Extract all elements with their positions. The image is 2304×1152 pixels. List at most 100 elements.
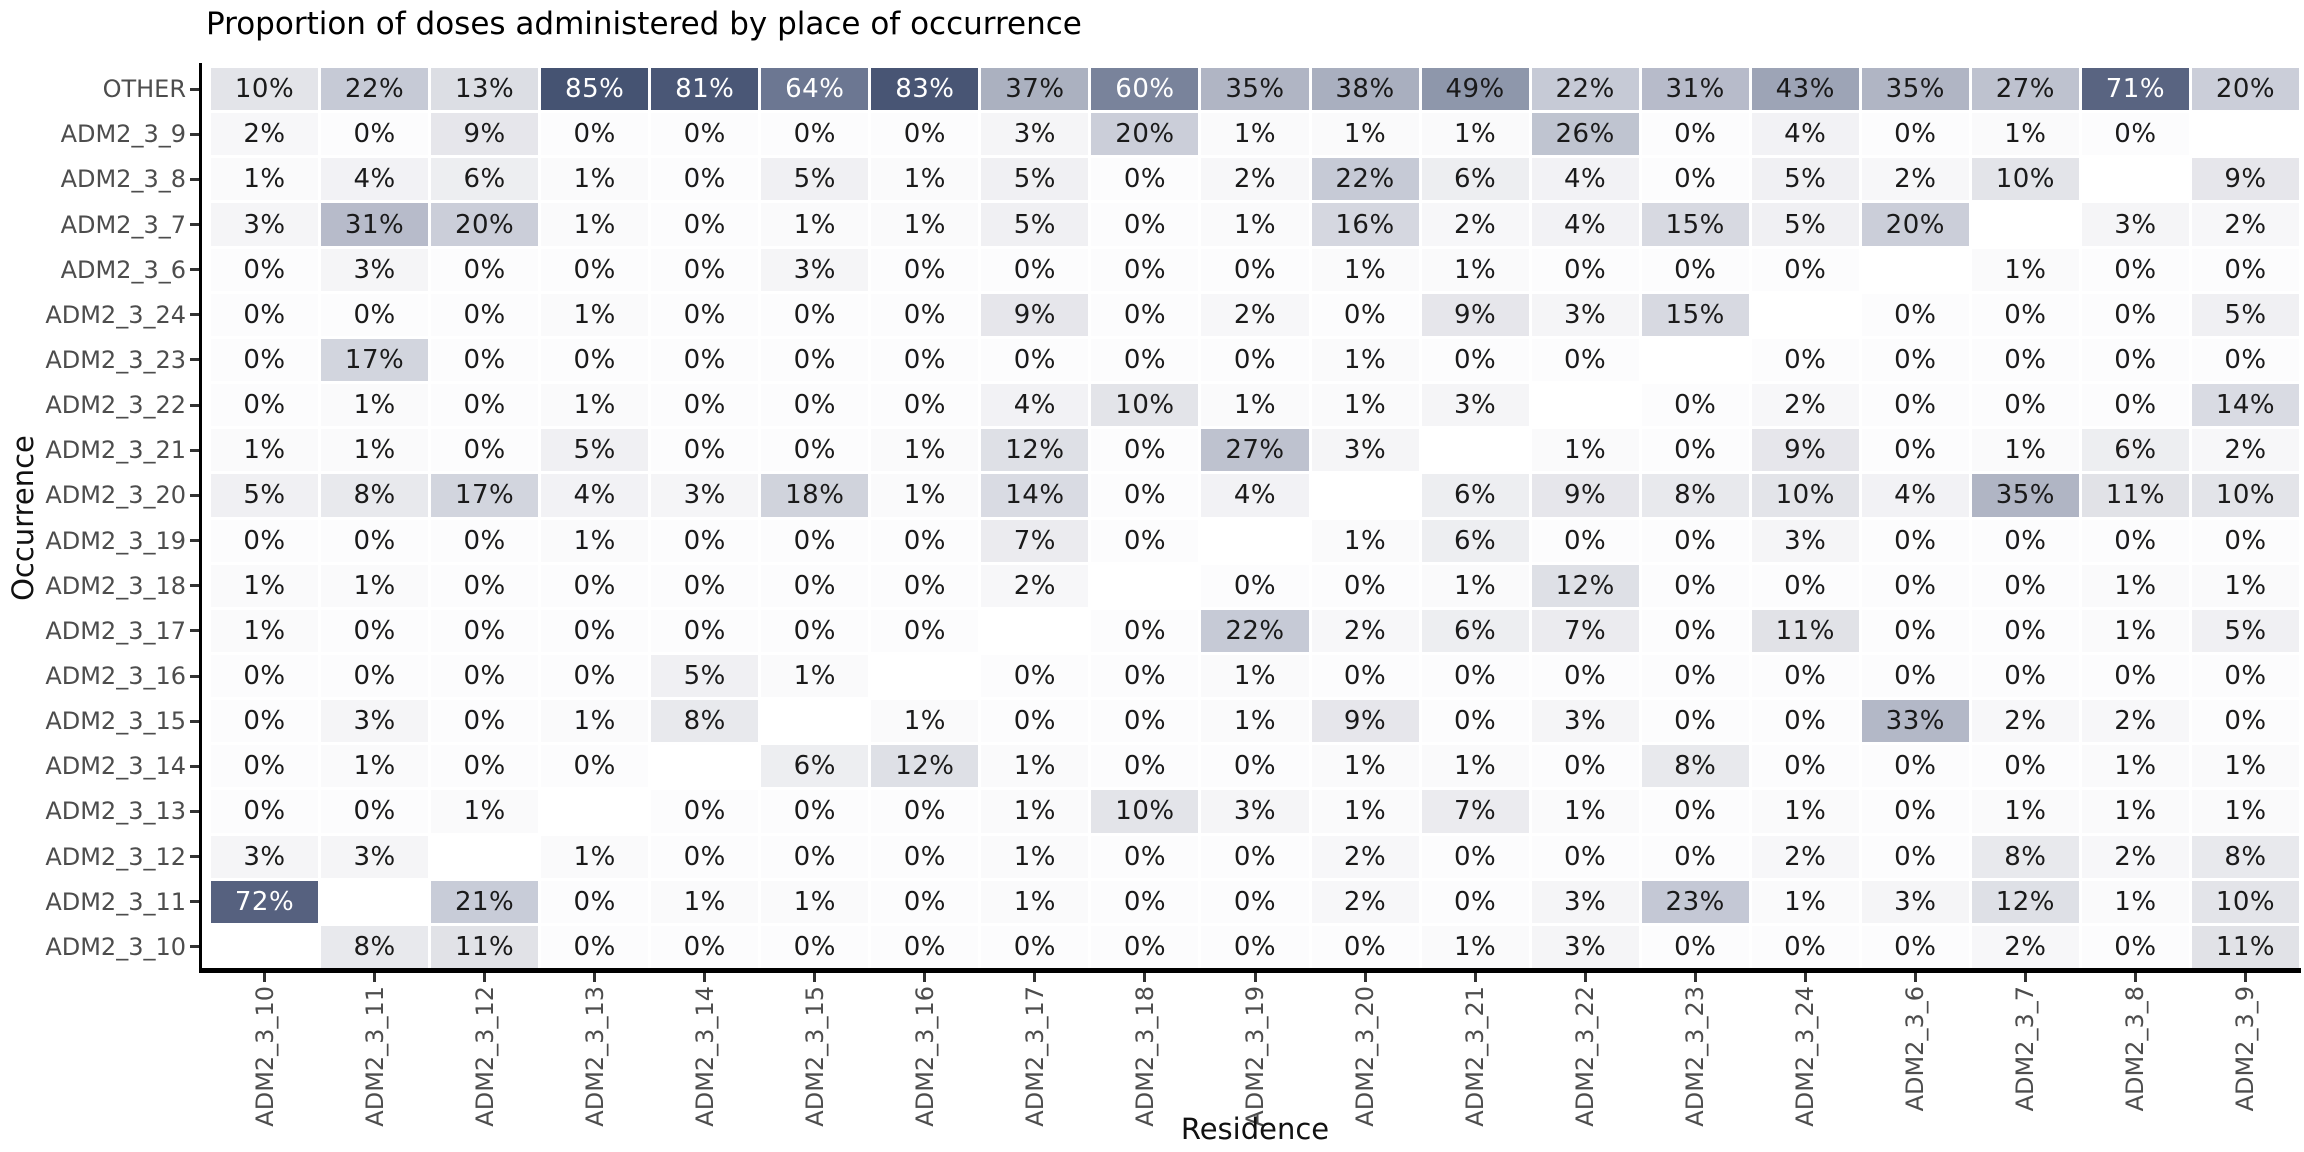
y-tick-label: ADM2_3_6 bbox=[60, 255, 186, 284]
heatmap-cell bbox=[1091, 564, 1199, 607]
heatmap-cell: 1% bbox=[541, 203, 649, 246]
heatmap-cell: 1% bbox=[1751, 880, 1859, 923]
heatmap-cell: 0% bbox=[1861, 384, 1969, 427]
heatmap-cell: 1% bbox=[981, 790, 1089, 833]
heatmap-cell: 20% bbox=[2191, 68, 2299, 111]
heatmap-cell: 1% bbox=[321, 429, 429, 472]
heatmap-cell: 0% bbox=[2191, 338, 2299, 382]
heatmap-cell: 0% bbox=[1641, 564, 1749, 607]
heatmap-cell: 8% bbox=[1971, 835, 2079, 878]
heatmap-cell: 0% bbox=[871, 293, 979, 336]
y-tick-label: ADM2_3_13 bbox=[45, 797, 186, 826]
heatmap-cell: 6% bbox=[761, 745, 869, 788]
heatmap-cell: 0% bbox=[1641, 113, 1749, 156]
x-tick-mark bbox=[1473, 973, 1477, 982]
heatmap-cell: 0% bbox=[761, 564, 869, 607]
y-tick-mark bbox=[190, 313, 199, 317]
heatmap-cell: 0% bbox=[211, 745, 319, 788]
heatmap-cell: 0% bbox=[2081, 248, 2189, 291]
x-tick-mark bbox=[1913, 973, 1917, 982]
heatmap-cell: 0% bbox=[541, 654, 649, 698]
heatmap-cell: 0% bbox=[321, 519, 429, 562]
y-tick-mark bbox=[190, 539, 199, 543]
x-tick-label: ADM2_3_15 bbox=[800, 986, 829, 1127]
heatmap-cell: 0% bbox=[2191, 654, 2299, 698]
heatmap-cell: 6% bbox=[2081, 429, 2189, 472]
heatmap-cell: 0% bbox=[1641, 158, 1749, 201]
heatmap-cell: 10% bbox=[1091, 790, 1199, 833]
heatmap-cell: 0% bbox=[1201, 880, 1309, 923]
y-tick-label: ADM2_3_19 bbox=[45, 526, 186, 555]
x-axis-spine bbox=[199, 968, 2301, 973]
heatmap-cell: 1% bbox=[1751, 790, 1859, 833]
heatmap-cell: 0% bbox=[541, 609, 649, 652]
heatmap-cell: 0% bbox=[211, 338, 319, 382]
heatmap-cell: 0% bbox=[211, 293, 319, 336]
heatmap-cell: 0% bbox=[981, 654, 1089, 698]
x-tick-mark bbox=[813, 973, 817, 982]
x-tick-mark bbox=[1363, 973, 1367, 982]
heatmap-cell: 0% bbox=[2191, 519, 2299, 562]
heatmap-cell: 0% bbox=[651, 835, 759, 878]
heatmap-cell: 60% bbox=[1091, 68, 1199, 111]
heatmap-cell: 0% bbox=[761, 835, 869, 878]
heatmap-cell: 0% bbox=[1531, 338, 1639, 382]
heatmap-cell: 0% bbox=[651, 158, 759, 201]
heatmap-cell: 0% bbox=[2081, 925, 2189, 968]
heatmap-cell: 0% bbox=[2081, 654, 2189, 698]
x-tick-label: ADM2_3_6 bbox=[1901, 986, 1930, 1112]
heatmap-cell: 0% bbox=[1641, 835, 1749, 878]
heatmap-cell: 5% bbox=[211, 474, 319, 517]
heatmap-cell: 26% bbox=[1531, 113, 1639, 156]
heatmap-cell: 0% bbox=[541, 338, 649, 382]
heatmap-cell: 1% bbox=[871, 158, 979, 201]
heatmap-cell: 0% bbox=[651, 609, 759, 652]
x-tick-mark bbox=[2133, 973, 2137, 982]
heatmap-cell: 0% bbox=[211, 654, 319, 698]
heatmap-cell: 0% bbox=[431, 519, 539, 562]
heatmap-cell: 6% bbox=[1421, 474, 1529, 517]
heatmap-cell: 2% bbox=[211, 113, 319, 156]
heatmap-cell: 49% bbox=[1421, 68, 1529, 111]
heatmap-cell: 3% bbox=[321, 835, 429, 878]
heatmap-cell: 0% bbox=[541, 248, 649, 291]
heatmap-cell: 0% bbox=[431, 384, 539, 427]
heatmap-cell: 0% bbox=[431, 248, 539, 291]
heatmap-cell: 0% bbox=[1531, 745, 1639, 788]
heatmap-cell bbox=[761, 700, 869, 743]
y-tick-mark bbox=[190, 855, 199, 859]
heatmap-cell: 1% bbox=[1421, 925, 1529, 968]
heatmap-cell: 2% bbox=[1311, 835, 1419, 878]
heatmap-cell: 3% bbox=[1421, 384, 1529, 427]
heatmap-cell: 3% bbox=[981, 113, 1089, 156]
heatmap-cell: 5% bbox=[981, 158, 1089, 201]
x-tick-label: ADM2_3_18 bbox=[1130, 986, 1159, 1127]
heatmap-cell: 12% bbox=[981, 429, 1089, 472]
heatmap-cell: 38% bbox=[1311, 68, 1419, 111]
heatmap-cell: 2% bbox=[981, 564, 1089, 607]
heatmap-cell: 0% bbox=[1751, 564, 1859, 607]
heatmap-cell: 12% bbox=[1971, 880, 2079, 923]
heatmap-cell: 8% bbox=[321, 474, 429, 517]
heatmap-cell: 0% bbox=[1091, 293, 1199, 336]
heatmap-cell: 11% bbox=[431, 925, 539, 968]
heatmap-cell: 2% bbox=[2081, 835, 2189, 878]
heatmap-cell: 35% bbox=[1971, 474, 2079, 517]
heatmap-cell: 1% bbox=[321, 564, 429, 607]
heatmap-cell: 5% bbox=[2191, 293, 2299, 336]
heatmap-cell: 7% bbox=[981, 519, 1089, 562]
heatmap-cell: 8% bbox=[1641, 745, 1749, 788]
heatmap-cell: 0% bbox=[1861, 293, 1969, 336]
heatmap-cell: 43% bbox=[1751, 68, 1859, 111]
heatmap-cell: 0% bbox=[1311, 654, 1419, 698]
heatmap-cell: 0% bbox=[871, 248, 979, 291]
heatmap-cell: 4% bbox=[541, 474, 649, 517]
heatmap-cell: 0% bbox=[1861, 429, 1969, 472]
y-tick-mark bbox=[190, 629, 199, 633]
heatmap-cell: 3% bbox=[321, 700, 429, 743]
heatmap-cell: 1% bbox=[2081, 564, 2189, 607]
heatmap-cell: 1% bbox=[981, 835, 1089, 878]
heatmap-cell: 0% bbox=[651, 790, 759, 833]
y-tick-mark bbox=[190, 177, 199, 181]
heatmap-cell: 1% bbox=[1311, 745, 1419, 788]
